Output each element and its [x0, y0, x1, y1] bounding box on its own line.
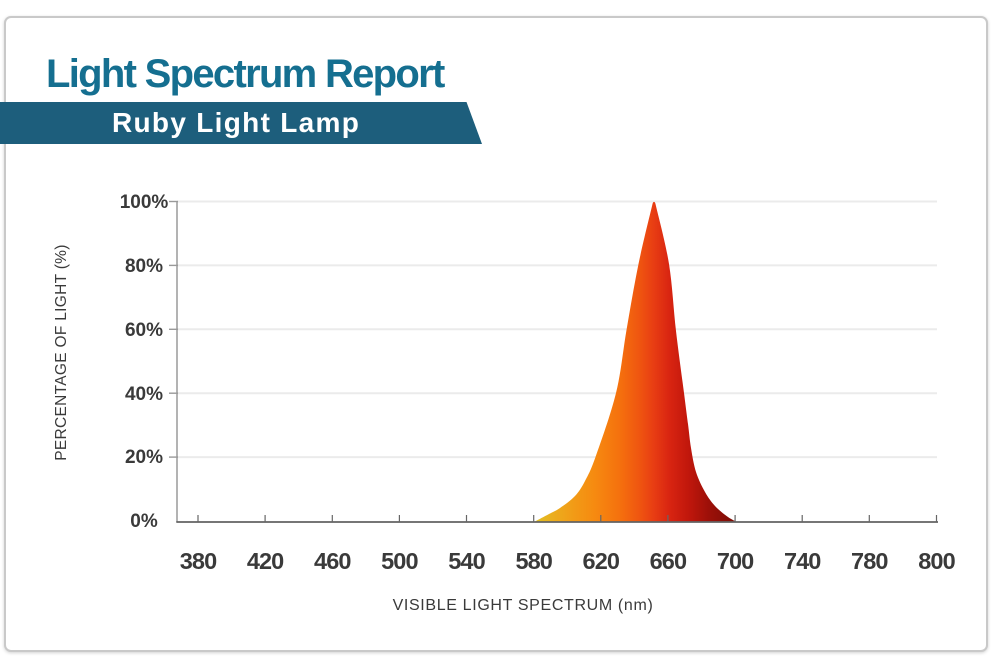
svg-text:PERCENTAGE OF LIGHT (%): PERCENTAGE OF LIGHT (%)	[53, 244, 70, 460]
svg-text:580: 580	[515, 548, 552, 574]
svg-text:20%: 20%	[125, 447, 163, 468]
svg-text:380: 380	[180, 548, 217, 574]
svg-text:500: 500	[381, 548, 418, 574]
svg-text:420: 420	[247, 548, 284, 574]
svg-text:460: 460	[314, 548, 351, 574]
svg-text:0%: 0%	[130, 511, 158, 532]
svg-text:660: 660	[650, 548, 687, 574]
svg-text:740: 740	[784, 548, 821, 574]
svg-text:620: 620	[583, 548, 620, 574]
svg-text:40%: 40%	[125, 384, 163, 405]
svg-text:100%: 100%	[120, 192, 169, 213]
svg-text:780: 780	[851, 548, 888, 574]
svg-text:540: 540	[448, 548, 485, 574]
svg-text:VISIBLE LIGHT SPECTRUM (nm): VISIBLE LIGHT SPECTRUM (nm)	[393, 597, 654, 614]
svg-text:60%: 60%	[125, 320, 163, 341]
svg-text:80%: 80%	[125, 256, 163, 277]
svg-text:700: 700	[717, 548, 754, 574]
svg-text:800: 800	[918, 548, 955, 574]
